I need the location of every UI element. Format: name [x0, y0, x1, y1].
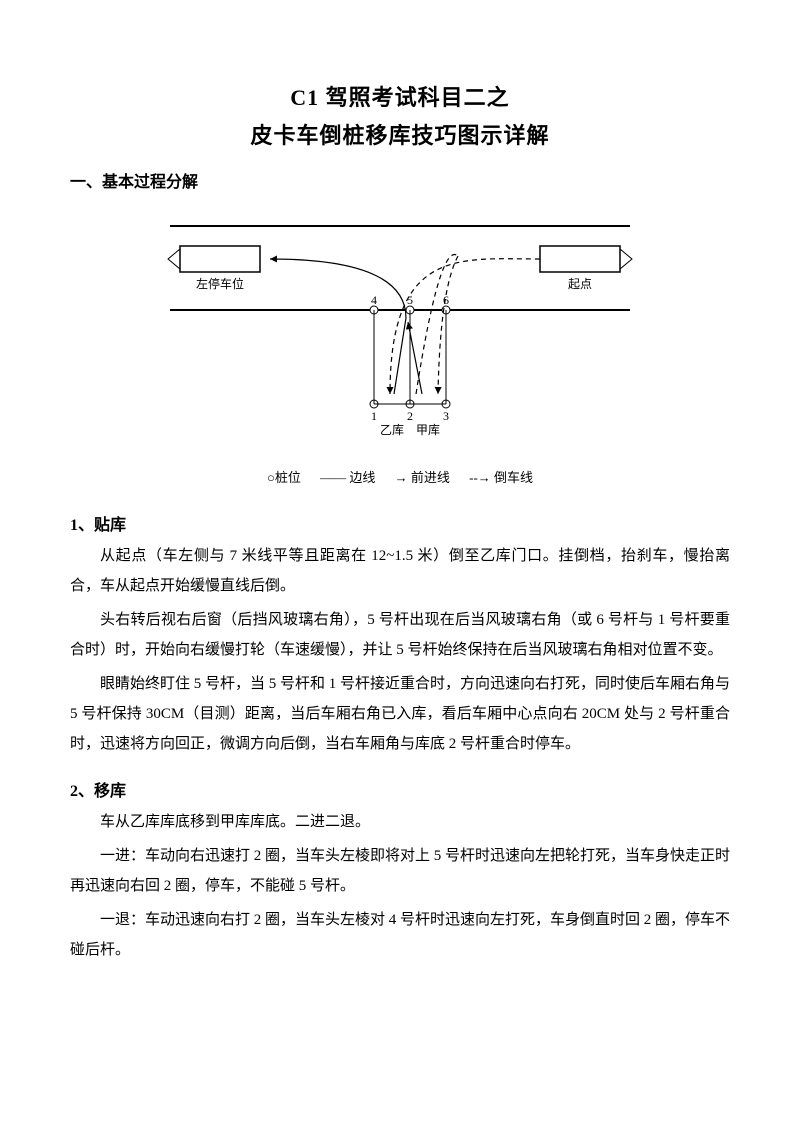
document-page: C1 驾照考试科目二之 皮卡车倒桩移库技巧图示详解 一、基本过程分解 左停车位 起…	[0, 0, 800, 1029]
svg-text:5: 5	[407, 293, 413, 307]
svg-text:6: 6	[443, 293, 449, 307]
legend-forward: → 前进线	[395, 470, 450, 485]
diagram-container: 左停车位 起点 4 5 6 1 2 3 乙库甲库 ○桩位 —— 边线 → 前进线 --→ 倒车线	[70, 206, 730, 487]
sub2-para-3: 一退：车动迅速向右打 2 圈，当车头左棱对 4 号杆时迅速向左打死，车身倒直时回…	[70, 905, 730, 965]
sub1-para-2: 头右转后视右后窗（后挡风玻璃右角），5 号杆出现在后当风玻璃右角（或 6 号杆与…	[70, 605, 730, 665]
svg-text:4: 4	[371, 293, 377, 307]
subsection-2-heading: 2、移库	[70, 777, 730, 801]
svg-text:乙库: 乙库	[380, 422, 404, 437]
svg-text:2: 2	[407, 409, 413, 423]
parking-diagram: 左停车位 起点 4 5 6 1 2 3 乙库甲库 ○桩位 —— 边线 → 前进线 --→ 倒车线	[160, 206, 640, 486]
title-line-1: C1 驾照考试科目二之	[70, 80, 730, 112]
sub2-para-1: 车从乙库库底移到甲库库底。二进二退。	[70, 807, 730, 837]
diagram-legend: ○桩位 —— 边线 → 前进线 --→ 倒车线	[160, 467, 640, 486]
legend-pole: ○桩位	[267, 470, 301, 485]
sub1-para-1: 从起点（车左侧与 7 米线平等且距离在 12~1.5 米）倒至乙库门口。挂倒档，…	[70, 541, 730, 601]
legend-border: —— 边线	[320, 470, 375, 485]
sub1-para-3: 眼睛始终盯住 5 号杆，当 5 号杆和 1 号杆接近重合时，方向迅速向右打死，同…	[70, 669, 730, 759]
sub2-para-2: 一进：车动向右迅速打 2 圈，当车头左棱即将对上 5 号杆时迅速向左把轮打死，当…	[70, 841, 730, 901]
subsection-1-heading: 1、贴库	[70, 511, 730, 535]
svg-text:左停车位: 左停车位	[196, 276, 244, 291]
svg-text:1: 1	[371, 409, 377, 423]
section-1-heading: 一、基本过程分解	[70, 168, 730, 192]
svg-text:甲库: 甲库	[416, 422, 440, 437]
svg-text:起点: 起点	[568, 277, 592, 291]
legend-reverse: --→ 倒车线	[469, 470, 533, 485]
title-line-2: 皮卡车倒桩移库技巧图示详解	[70, 118, 730, 150]
svg-text:3: 3	[443, 409, 449, 423]
